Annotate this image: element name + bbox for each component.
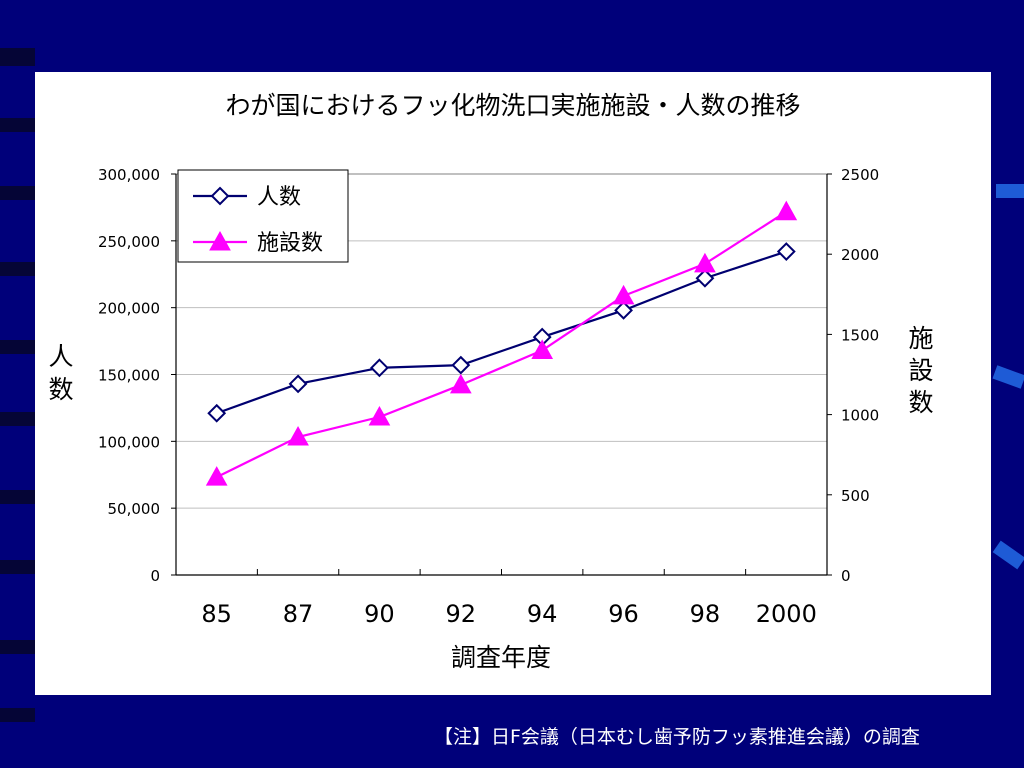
- y-tick-label: 50,000: [108, 500, 161, 518]
- x-tick-label: 98: [690, 600, 721, 628]
- decor-stripe: [0, 708, 35, 722]
- footnote: 【注】日F会議（日本むし歯予防フッ素推進会議）の調査: [434, 726, 920, 748]
- y-tick-label: 300,000: [98, 166, 160, 184]
- data-point-marker: [775, 200, 798, 221]
- x-tick-label: 94: [527, 600, 558, 628]
- series-facilities: [205, 200, 798, 486]
- data-point-marker: [210, 186, 230, 206]
- x-tick-label: 92: [446, 600, 477, 628]
- gridlines: [176, 240, 827, 509]
- decor-accent: [992, 365, 1024, 389]
- data-point-marker: [451, 355, 471, 375]
- legend-label: 人数: [257, 185, 301, 210]
- legend-label: 施設数: [257, 231, 323, 256]
- axis-label-char: 数: [908, 388, 933, 417]
- decor-stripe: [0, 118, 35, 132]
- decor-stripe: [0, 560, 35, 574]
- y2-tick-label: 2000: [841, 246, 879, 264]
- data-point-marker: [370, 358, 389, 378]
- data-point-marker: [209, 230, 231, 251]
- series-people: [207, 242, 796, 423]
- series-line: [216, 250, 787, 415]
- line-chart: わが国におけるフッ化物洗口実施施設・人数の推移 0 50,000 100,000 15…: [48, 91, 933, 672]
- data-point-marker: [287, 426, 309, 446]
- data-point-marker: [449, 373, 472, 394]
- x-tick-label: 2000: [756, 600, 817, 628]
- y-tick-label: 200,000: [98, 300, 160, 318]
- x-tick-label: 96: [608, 600, 639, 628]
- axes: 0 50,000 100,000 150,000 200,000 250,000 300,0…: [98, 166, 879, 628]
- data-point-marker: [531, 339, 554, 359]
- data-point-marker: [207, 403, 227, 423]
- chart-panel: わが国におけるフッ化物洗口実施施設・人数の推移 0 50,000 100,000 15…: [35, 72, 991, 695]
- x-tick-label: 90: [364, 600, 395, 628]
- decor-stripe: [0, 490, 35, 504]
- decor-stripe: [0, 640, 35, 654]
- y2-tick-label: 500: [841, 487, 870, 505]
- x-tick-label: 87: [283, 600, 314, 628]
- y-tick-label: 250,000: [98, 233, 160, 251]
- x-tick-label: 85: [201, 600, 232, 628]
- decor-accent: [996, 184, 1024, 198]
- data-point-marker: [695, 268, 715, 288]
- axis-label-char: 人: [48, 342, 73, 371]
- y2-axis-label: 施設数: [908, 324, 933, 417]
- y-axis-label: 人数: [48, 342, 73, 404]
- decor-stripe: [0, 48, 35, 66]
- y-tick-label: 0: [150, 567, 160, 585]
- data-point-marker: [614, 300, 633, 320]
- axis-label-char: 数: [48, 375, 73, 404]
- decor-accent: [992, 540, 1024, 570]
- data-point-marker: [288, 374, 308, 394]
- y2-tick-label: 1000: [841, 407, 879, 425]
- chart-title: わが国におけるフッ化物洗口実施施設・人数の推移: [225, 91, 800, 120]
- data-point-marker: [694, 252, 716, 273]
- decor-stripe: [0, 186, 35, 200]
- axis-label-char: 設: [908, 356, 933, 385]
- y2-tick-label: 1500: [841, 326, 879, 344]
- decor-stripe: [0, 340, 35, 354]
- data-point-marker: [612, 284, 635, 305]
- data-point-marker: [205, 466, 228, 486]
- decor-stripe: [0, 262, 35, 276]
- y-tick-label: 150,000: [98, 367, 160, 385]
- x-axis-label: 調査年度: [451, 643, 551, 672]
- series-line: [216, 210, 787, 479]
- series-layer: [205, 200, 798, 486]
- y-tick-label: 100,000: [98, 433, 160, 451]
- decor-stripe: [0, 412, 35, 426]
- axis-label-char: 施: [908, 324, 933, 353]
- y2-tick-label: 0: [841, 567, 851, 585]
- data-point-marker: [368, 405, 391, 426]
- legend-box: [177, 169, 349, 263]
- data-point-marker: [776, 242, 796, 261]
- y2-tick-label: 2500: [841, 166, 879, 184]
